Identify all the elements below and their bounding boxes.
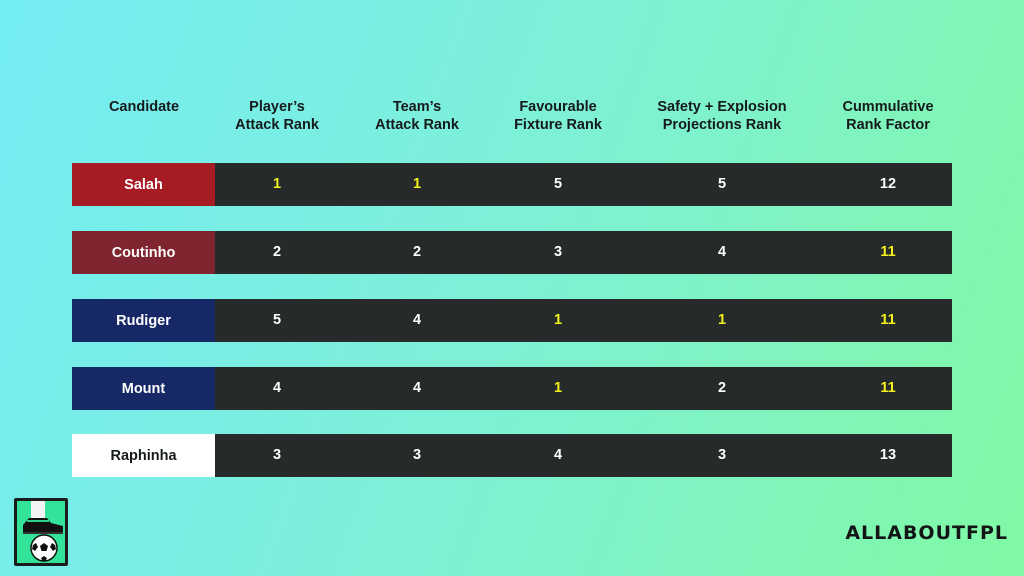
table-row: Raphinha 3 3 4 3 13 bbox=[72, 434, 952, 477]
boot-and-football-icon bbox=[17, 501, 65, 563]
header-player-attack-rank: Player’s Attack Rank bbox=[235, 99, 319, 133]
player-attack-rank-value: 5 bbox=[272, 312, 282, 328]
team-attack-rank-value: 3 bbox=[412, 447, 422, 463]
table-row: Rudiger 5 4 1 1 11 bbox=[72, 299, 952, 342]
fixture-rank-value: 1 bbox=[553, 380, 563, 396]
fixture-rank-value: 1 bbox=[553, 312, 563, 328]
candidate-name: Coutinho bbox=[72, 231, 215, 274]
table-row: Mount 4 4 1 2 11 bbox=[72, 367, 952, 410]
team-attack-rank-value: 4 bbox=[412, 380, 422, 396]
header-safety-explosion-rank: Safety + Explosion Projections Rank bbox=[657, 99, 787, 133]
safety-explosion-rank-value: 4 bbox=[717, 244, 727, 260]
header-candidate: Candidate bbox=[108, 99, 180, 115]
fixture-rank-value: 4 bbox=[553, 447, 563, 463]
table-row: Coutinho 2 2 3 4 11 bbox=[72, 231, 952, 274]
header-cumulative-rank-factor: Cummulative Rank Factor bbox=[842, 99, 934, 133]
cumulative-rank-factor-value: 12 bbox=[879, 176, 897, 192]
candidate-name: Rudiger bbox=[72, 299, 215, 342]
header-team-attack-rank: Team’s Attack Rank bbox=[375, 99, 459, 133]
fixture-rank-value: 3 bbox=[553, 244, 563, 260]
safety-explosion-rank-value: 5 bbox=[717, 176, 727, 192]
team-attack-rank-value: 4 bbox=[412, 312, 422, 328]
cumulative-rank-factor-value: 11 bbox=[880, 244, 896, 260]
table-row: Salah 1 1 5 5 12 bbox=[72, 163, 952, 206]
player-attack-rank-value: 3 bbox=[272, 447, 282, 463]
safety-explosion-rank-value: 3 bbox=[717, 447, 727, 463]
candidate-name: Raphinha bbox=[72, 434, 215, 477]
player-attack-rank-value: 4 bbox=[272, 380, 282, 396]
logo bbox=[14, 498, 68, 566]
player-attack-rank-value: 2 bbox=[272, 244, 282, 260]
player-attack-rank-value: 1 bbox=[272, 176, 282, 192]
team-attack-rank-value: 2 bbox=[412, 244, 422, 260]
safety-explosion-rank-value: 1 bbox=[717, 312, 727, 328]
fixture-rank-value: 5 bbox=[553, 176, 563, 192]
safety-explosion-rank-value: 2 bbox=[717, 380, 727, 396]
brand-wordmark: ALLABOUTFPL bbox=[845, 522, 1008, 544]
cumulative-rank-factor-value: 11 bbox=[880, 312, 896, 328]
cumulative-rank-factor-value: 13 bbox=[879, 447, 897, 463]
candidate-name: Mount bbox=[72, 367, 215, 410]
header-fixture-rank: Favourable Fixture Rank bbox=[514, 99, 602, 133]
team-attack-rank-value: 1 bbox=[412, 176, 422, 192]
cumulative-rank-factor-value: 11 bbox=[880, 380, 896, 396]
candidate-name: Salah bbox=[72, 163, 215, 206]
